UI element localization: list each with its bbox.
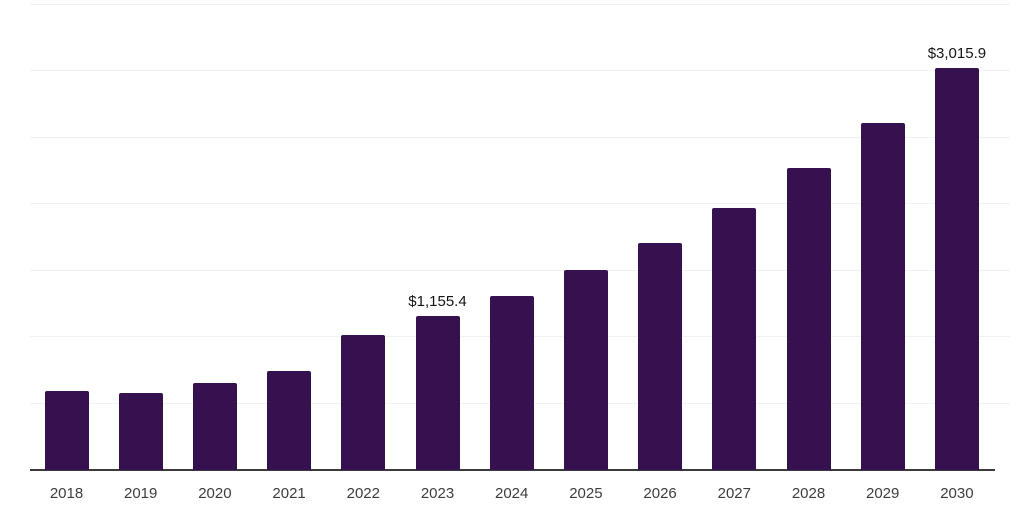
x-tick-label-2030: 2030 <box>940 485 974 502</box>
x-tick-label-2025: 2025 <box>569 485 603 502</box>
x-tick-label-2029: 2029 <box>866 485 900 502</box>
gridline-3000 <box>30 70 1010 72</box>
bar-2027 <box>712 208 757 470</box>
bar-2028 <box>786 168 831 470</box>
x-tick-label-2027: 2027 <box>717 485 751 502</box>
x-tick-label-2020: 2020 <box>198 485 232 502</box>
bar-2026 <box>638 243 683 470</box>
x-tick-label-2026: 2026 <box>643 485 677 502</box>
gridline-3500 <box>30 3 1010 5</box>
x-tick-label-2018: 2018 <box>49 485 84 502</box>
plot-area: $1,155.4 $3,015.9 <box>30 3 1010 471</box>
bar-2021 <box>267 370 312 470</box>
x-tick-label-2022: 2022 <box>346 485 380 502</box>
bar-2019 <box>118 392 163 470</box>
bar-2023 <box>415 316 460 470</box>
bar-2030 <box>934 68 979 470</box>
gridline-2000 <box>30 203 1010 205</box>
bar-value-label-2023: $1,155.4 <box>408 293 467 311</box>
bar-2020 <box>192 382 237 470</box>
bar-2024 <box>489 295 534 470</box>
gridline-1500 <box>30 269 1010 271</box>
x-tick-label-2019: 2019 <box>124 485 158 502</box>
bar-value-label-2030: $3,015.9 <box>927 45 987 63</box>
x-tick-label-2021: 2021 <box>272 485 306 502</box>
x-tick-label-2028: 2028 <box>791 485 826 502</box>
gridline-2500 <box>30 136 1010 138</box>
bar-2025 <box>563 270 608 470</box>
bar-2018 <box>44 391 89 470</box>
bar-2029 <box>860 122 905 470</box>
x-tick-label-2023: 2023 <box>420 485 455 502</box>
bar-2022 <box>341 334 386 470</box>
x-axis-line <box>30 469 995 471</box>
x-tick-label-2024: 2024 <box>495 485 529 502</box>
